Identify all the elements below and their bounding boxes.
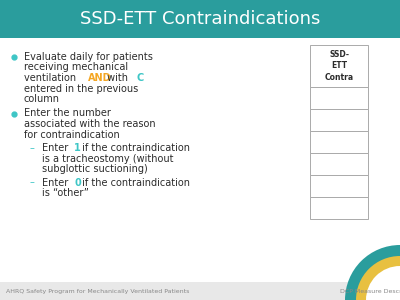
Text: DCP Measure Descriptions   11: DCP Measure Descriptions 11 xyxy=(340,289,400,293)
Text: 0: 0 xyxy=(74,178,81,188)
Text: entered in the previous: entered in the previous xyxy=(24,83,138,94)
Text: –: – xyxy=(30,178,35,188)
Text: AND: AND xyxy=(88,73,112,83)
Text: AHRQ Safety Program for Mechanically Ventilated Patients: AHRQ Safety Program for Mechanically Ven… xyxy=(6,289,189,293)
Text: receiving mechanical: receiving mechanical xyxy=(24,62,128,73)
FancyBboxPatch shape xyxy=(310,197,368,219)
FancyBboxPatch shape xyxy=(0,282,400,300)
FancyBboxPatch shape xyxy=(310,153,368,175)
Text: Enter: Enter xyxy=(42,178,71,188)
Text: if the contraindication: if the contraindication xyxy=(80,178,190,188)
Text: SSD-ETT Contraindications: SSD-ETT Contraindications xyxy=(80,10,320,28)
Wedge shape xyxy=(366,266,400,300)
Text: SSD-
ETT
Contra: SSD- ETT Contra xyxy=(324,50,354,82)
FancyBboxPatch shape xyxy=(310,87,368,109)
Wedge shape xyxy=(356,256,400,300)
Text: is a tracheostomy (without: is a tracheostomy (without xyxy=(42,154,174,164)
Text: –: – xyxy=(30,143,35,153)
FancyBboxPatch shape xyxy=(0,0,400,38)
Text: if the contraindication: if the contraindication xyxy=(80,143,190,153)
Text: column: column xyxy=(24,94,60,104)
Text: is “other”: is “other” xyxy=(42,188,89,198)
Text: subglottic suctioning): subglottic suctioning) xyxy=(42,164,148,174)
FancyBboxPatch shape xyxy=(310,45,368,87)
Text: for contraindication: for contraindication xyxy=(24,130,120,140)
Wedge shape xyxy=(345,245,400,300)
FancyBboxPatch shape xyxy=(310,109,368,131)
Text: ventilation: ventilation xyxy=(24,73,79,83)
Text: Enter the number: Enter the number xyxy=(24,109,111,118)
FancyBboxPatch shape xyxy=(310,131,368,153)
Text: with: with xyxy=(104,73,131,83)
Text: C: C xyxy=(136,73,144,83)
Text: Evaluate daily for patients: Evaluate daily for patients xyxy=(24,52,153,62)
FancyBboxPatch shape xyxy=(310,175,368,197)
Text: 1: 1 xyxy=(74,143,81,153)
Text: associated with the reason: associated with the reason xyxy=(24,119,156,129)
Text: Enter: Enter xyxy=(42,143,71,153)
FancyBboxPatch shape xyxy=(0,38,400,282)
